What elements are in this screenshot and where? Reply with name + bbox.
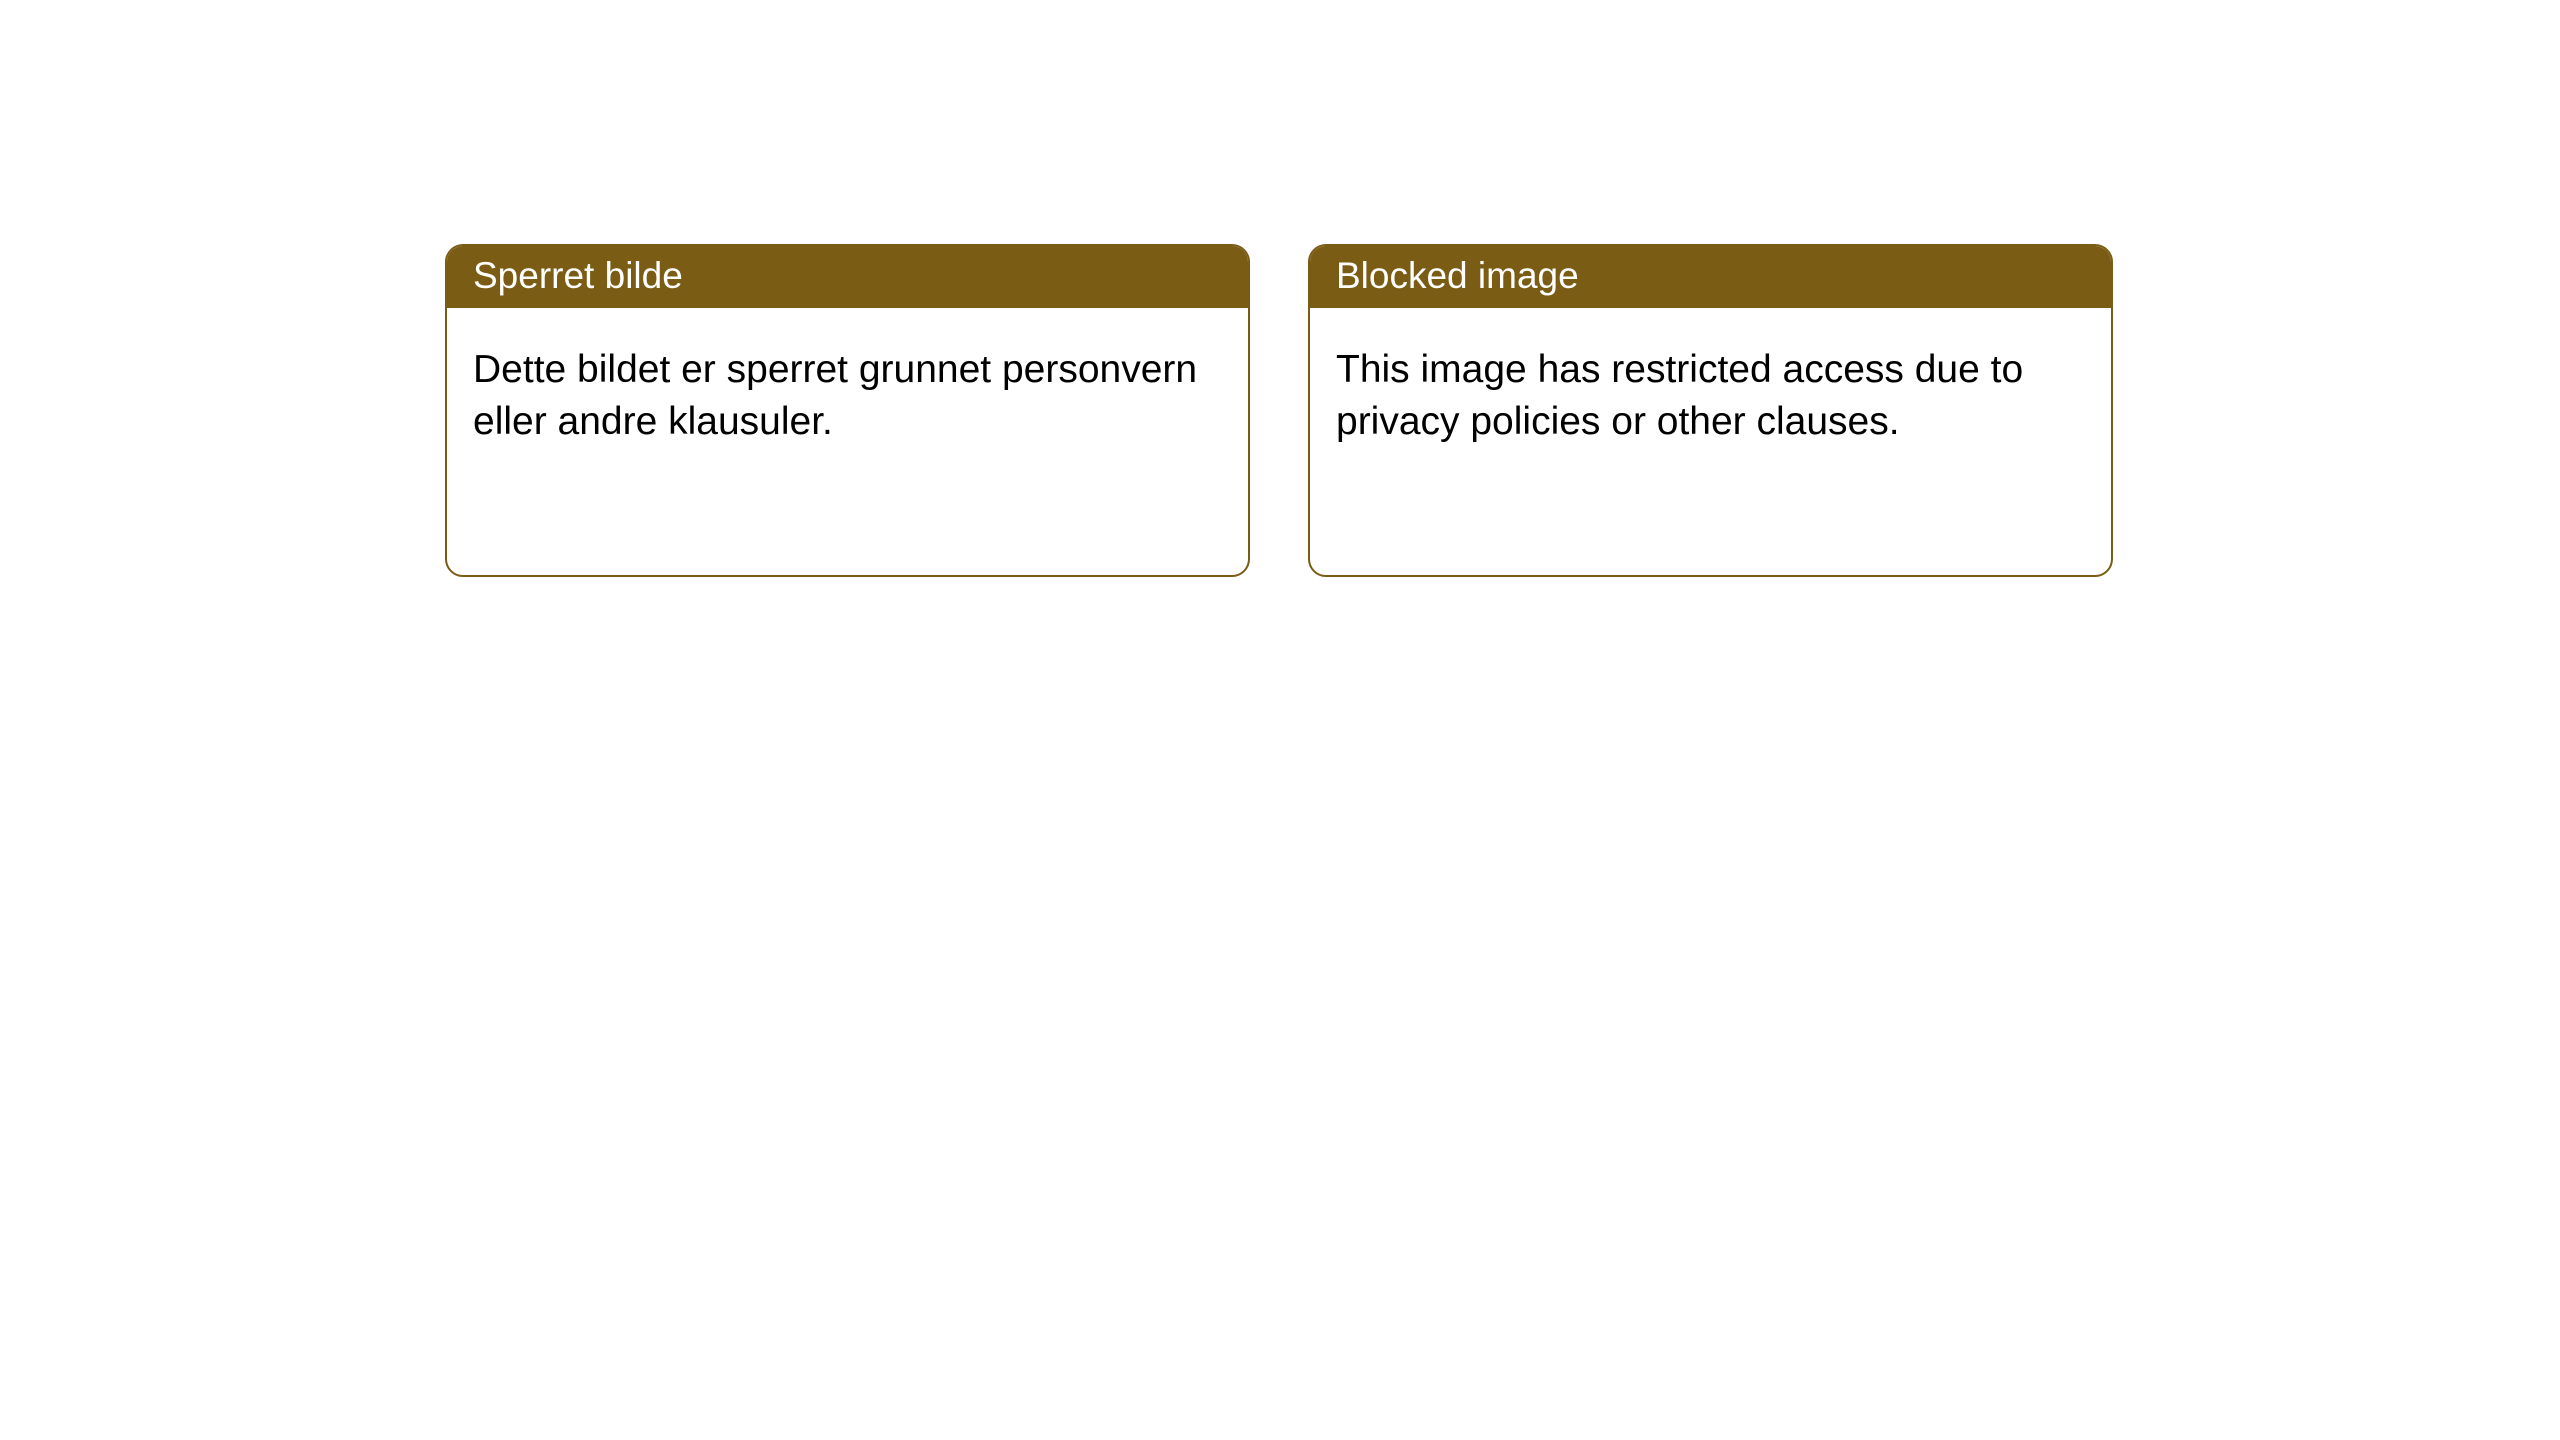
notice-card-body: Dette bildet er sperret grunnet personve… [447, 308, 1248, 484]
notice-card-en: Blocked image This image has restricted … [1308, 244, 2113, 577]
notice-card-body: This image has restricted access due to … [1310, 308, 2111, 484]
notice-container: Sperret bilde Dette bildet er sperret gr… [0, 0, 2560, 577]
notice-card-title: Blocked image [1310, 246, 2111, 308]
notice-card-no: Sperret bilde Dette bildet er sperret gr… [445, 244, 1250, 577]
notice-card-title: Sperret bilde [447, 246, 1248, 308]
